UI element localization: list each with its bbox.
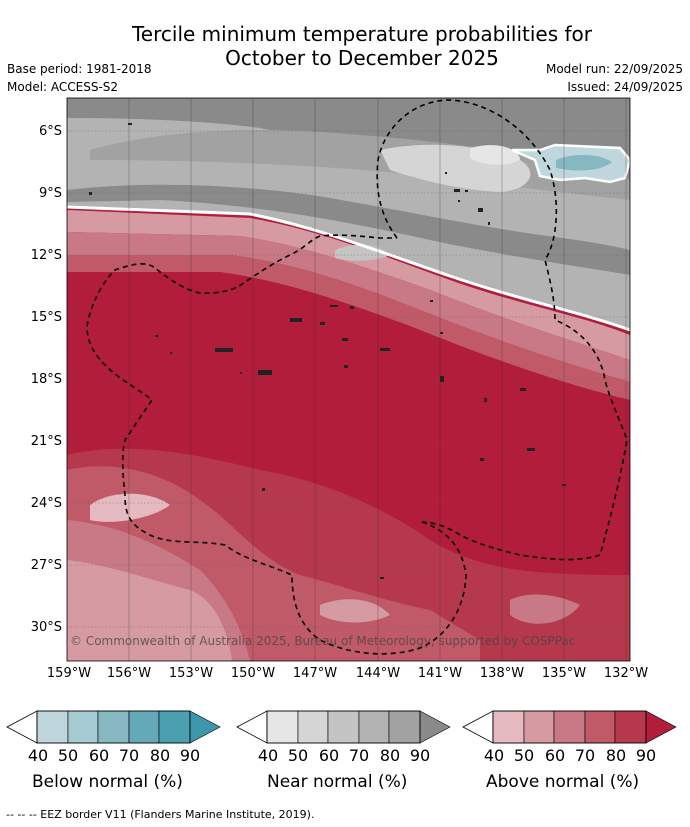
island-markers [89,123,566,579]
meridian-lines [128,98,627,661]
near-tick-60: 60 [318,746,340,765]
colorbar-swatch-80 [388,710,421,744]
below-tick-60: 60 [88,746,110,765]
colorbar-swatch-80 [158,710,191,744]
colorbar-swatch-70 [584,710,616,744]
above-normal-caption: Above normal (%) [486,772,640,792]
colorbar-swatch-40 [36,710,69,744]
colorbar-swatch-60 [97,710,130,744]
above-normal-40-patch [90,493,170,522]
colorbar-swatch-50 [67,710,99,744]
near-tick-50: 50 [287,746,309,765]
colorbar-swatch-70 [358,710,390,744]
above-tick-90: 90 [635,746,657,765]
eez-border-french-polynesia-east [376,99,628,561]
lat-label-27s: 27°S [30,558,62,573]
above-tick-70: 70 [574,746,596,765]
model-run: Model run: 22/09/2025 [545,62,683,76]
lat-label-9s: 9°S [38,186,62,201]
near-tick-40: 40 [257,746,279,765]
near-normal-40-patch [470,145,520,165]
lon-label-141w: 141°W [417,666,463,681]
below-normal-caption: Below normal (%) [32,772,183,792]
lat-label-6s: 6°S [38,124,62,139]
colorbar-below-normal [6,710,221,744]
lat-label-15s: 15°S [30,310,62,325]
lat-label-12s: 12°S [30,248,62,263]
map-fill [67,98,630,661]
legend-below-normal: 40 50 60 70 80 90 Below normal (%) [6,710,226,792]
lon-label-135w: 135°W [541,666,587,681]
below-tick-70: 70 [118,746,140,765]
probability-map [66,97,631,662]
copyright-notice: © Commonwealth of Australia 2025, Bureau… [70,634,576,648]
legend-above-normal: 40 50 60 70 80 90 Above normal (%) [462,710,682,792]
map-frame [66,97,631,662]
colorbar-above-normal [462,710,677,744]
lon-label-138w: 138°W [479,666,525,681]
lon-label-144w: 144°W [355,666,401,681]
below-tick-50: 50 [57,746,79,765]
lon-label-150w: 150°W [230,666,276,681]
legend-near-normal: 40 50 60 70 80 90 Near normal (%) [236,710,456,792]
lat-label-24s: 24°S [30,496,62,511]
below-tick-90: 90 [179,746,201,765]
lat-label-21s: 21°S [30,434,62,449]
above-normal-transition-band-2 [67,232,630,382]
colorbar-swatch-60 [327,710,360,744]
meta-right: Model run: 22/09/2025 Issued: 24/09/2025 [546,60,683,96]
eez-border-french-polynesia [86,234,467,655]
colorbar-swatch-80 [614,710,647,744]
above-tick-40: 40 [483,746,505,765]
colorbar-swatch-90 [419,710,451,744]
below-tick-80: 80 [149,746,171,765]
colorbar-swatch-70 [128,710,160,744]
model-name: Model: ACCESS-S2 [7,80,119,94]
colorbar-swatch-60 [553,710,586,744]
above-normal-60-patch-east [510,594,580,624]
near-normal-caption: Near normal (%) [267,772,408,792]
lon-label-156w: 156°W [106,666,152,681]
near-tick-80: 80 [379,746,401,765]
near-tick-70: 70 [348,746,370,765]
near-normal-90-band-south [67,184,630,275]
issued-date: Issued: 24/09/2025 [567,80,683,94]
colorbar-swatch-40 [492,710,525,744]
lat-label-30s: 30°S [30,620,62,635]
colorbar-swatch-50 [297,710,329,744]
title-line-1: Tercile minimum temperature probabilitie… [131,22,593,46]
lon-label-147w: 147°W [292,666,338,681]
colorbar-swatch-40 [266,710,299,744]
colorbar-swatch-90 [645,710,677,744]
title-line-2: October to December 2025 [225,46,499,70]
lon-label-132w: 132°W [603,666,649,681]
near-tick-90: 90 [409,746,431,765]
above-normal-transition-band-1 [67,210,630,360]
above-tick-80: 80 [605,746,627,765]
grid-lines [67,130,630,628]
colorbar-swatch-50 [523,710,555,744]
lon-label-153w: 153°W [168,666,214,681]
lon-label-159w: 159°W [46,666,92,681]
meta-left: Base period: 1981-2018 Model: ACCESS-S2 [7,60,152,96]
map-area: 6°S 9°S 12°S 15°S 18°S 21°S 24°S 27°S 30… [30,97,649,681]
below-normal-60-region [556,154,612,171]
above-tick-60: 60 [544,746,566,765]
colorbar-near-normal [236,710,451,744]
eez-footnote: -- -- -- EEZ border V11 (Flanders Marine… [6,808,315,821]
base-period: Base period: 1981-2018 [7,62,152,76]
above-normal-transition-band-3 [67,255,630,400]
colorbar-swatch-90 [189,710,221,744]
above-tick-50: 50 [513,746,535,765]
lat-label-18s: 18°S [30,372,62,387]
map-title: Tercile minimum temperature probabilitie… [0,22,690,70]
category-boundary-line [67,205,630,332]
near-normal-60-patch [335,244,390,261]
below-tick-40: 40 [27,746,49,765]
above-normal-50-patch [320,599,390,623]
